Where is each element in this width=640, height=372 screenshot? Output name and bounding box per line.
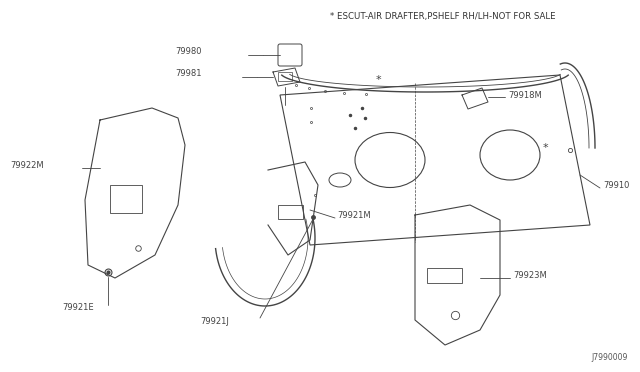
Text: 79910: 79910 xyxy=(603,182,629,190)
Text: *: * xyxy=(375,75,381,85)
Text: 79921E: 79921E xyxy=(62,304,93,312)
Text: 79922M: 79922M xyxy=(10,160,44,170)
Text: * ESCUT-AIR DRAFTER,PSHELF RH/LH-NOT FOR SALE: * ESCUT-AIR DRAFTER,PSHELF RH/LH-NOT FOR… xyxy=(330,12,556,21)
Text: 79921J: 79921J xyxy=(200,317,229,327)
Text: 79921M: 79921M xyxy=(337,212,371,221)
Text: 79923M: 79923M xyxy=(513,272,547,280)
Text: 79980: 79980 xyxy=(175,46,202,55)
Bar xyxy=(278,205,303,219)
Bar xyxy=(110,185,142,213)
Text: 79918M: 79918M xyxy=(508,90,541,99)
Bar xyxy=(427,268,462,283)
Text: *: * xyxy=(542,143,548,153)
Text: 79981: 79981 xyxy=(175,70,202,78)
Text: J7990009: J7990009 xyxy=(591,353,628,362)
